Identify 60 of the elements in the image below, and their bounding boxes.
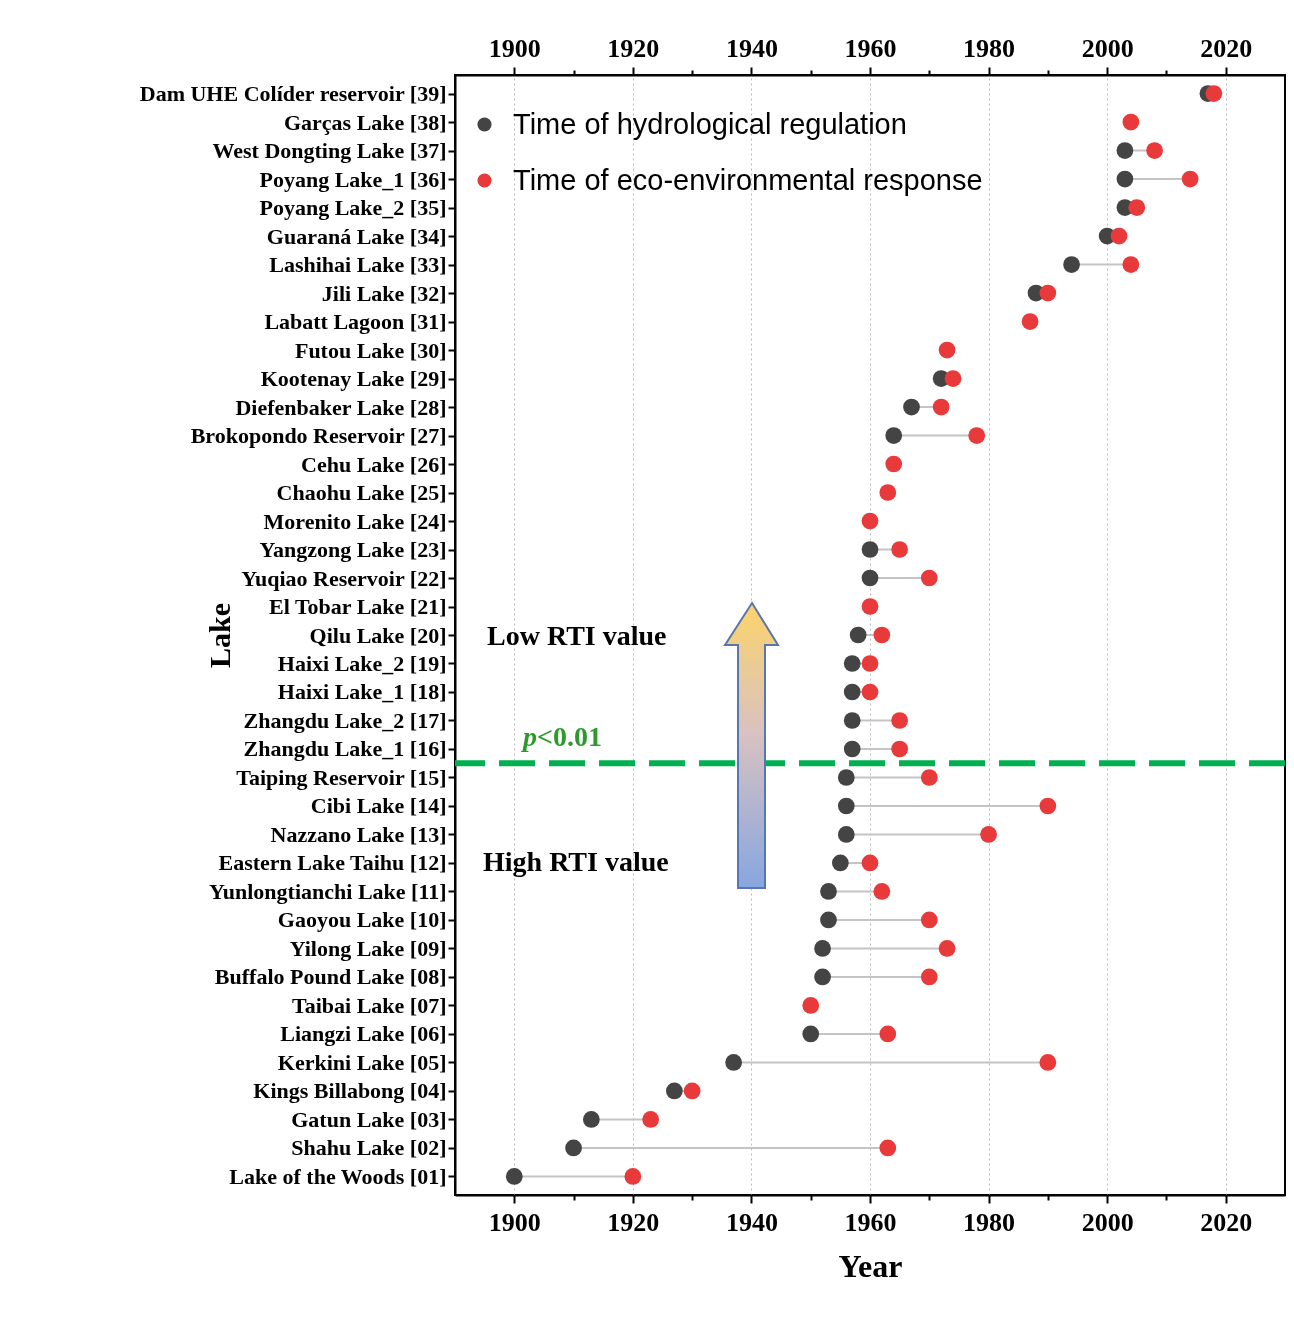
y-tick-label: Buffalo Pound Lake [08] — [214, 964, 447, 990]
y-tick-label: Kootenay Lake [29] — [260, 366, 447, 392]
y-tick-label: Nazzano Lake [13] — [270, 821, 447, 847]
y-tick-label: Futou Lake [30] — [294, 337, 447, 363]
y-tick-label: Yilong Lake [09] — [289, 935, 447, 961]
ref-line-label: p<0.01 — [523, 720, 602, 752]
y-tick-label: Haixi Lake_2 [19] — [277, 651, 447, 676]
y-tick-label: Gatun Lake [03] — [291, 1106, 447, 1132]
y-tick-label: Dam UHE Colíder reservoir [39] — [139, 81, 447, 107]
y-tick-label: Diefenbaker Lake [28] — [235, 394, 447, 420]
y-tick-label: Kings Billabong [04] — [253, 1078, 447, 1104]
legend-label: Time of hydrological regulation — [513, 107, 907, 140]
y-tick-label: Eastern Lake Taihu [12] — [218, 850, 447, 876]
x2-tick-label: 1900 — [488, 33, 541, 63]
y-tick-label: Lashihai Lake [33] — [269, 252, 447, 278]
x-tick-label: 1900 — [488, 1207, 541, 1237]
x2-tick-label: 2020 — [1200, 33, 1253, 63]
x-tick-label: 2020 — [1200, 1207, 1253, 1237]
x-tick-label: 2000 — [1081, 1207, 1134, 1237]
y-tick-label: West Dongting Lake [37] — [212, 138, 447, 164]
x2-tick-label: 1980 — [963, 33, 1016, 63]
y-tick-label: Zhangdu Lake_2 [17] — [243, 708, 447, 733]
y-tick-label: Shahu Lake [02] — [291, 1135, 447, 1161]
x2-tick-label: 2000 — [1081, 33, 1134, 63]
y-axis-title: Lake — [202, 602, 236, 669]
annotation: Low RTI value — [487, 620, 667, 651]
y-tick-label: Cehu Lake [26] — [301, 451, 447, 477]
x2-tick-label: 1920 — [607, 33, 660, 63]
annotation: High RTI value — [483, 846, 669, 877]
x-tick-label: 1920 — [607, 1207, 660, 1237]
y-tick-label: Zhangdu Lake_1 [16] — [243, 736, 447, 762]
y-tick-label: Qilu Lake [20] — [309, 622, 447, 648]
y-tick-label: Yangzong Lake [23] — [259, 537, 447, 562]
y-tick-label: Liangzi Lake [06] — [280, 1021, 447, 1047]
y-tick-label: Garças Lake [38] — [283, 109, 447, 135]
y-tick-label: Guaraná Lake [34] — [266, 223, 447, 249]
y-tick-label: Cibi Lake [14] — [310, 793, 447, 819]
x-tick-label: 1980 — [963, 1207, 1016, 1237]
y-tick-label: Kerkini Lake [05] — [277, 1049, 447, 1075]
y-tick-label: Brokopondo Reservoir [27] — [190, 423, 447, 449]
y-tick-label: El Tobar Lake [21] — [269, 594, 447, 619]
y-tick-label: Taiping Reservoir [15] — [236, 764, 447, 790]
y-tick-label: Labatt Lagoon [31] — [264, 309, 447, 335]
y-tick-label: Haixi Lake_1 [18] — [277, 679, 447, 705]
x2-tick-label: 1940 — [725, 33, 778, 63]
legend-label: Time of eco-environmental response — [513, 163, 983, 196]
y-tick-label: Gaoyou Lake [10] — [277, 907, 447, 933]
x2-tick-label: 1960 — [844, 33, 897, 63]
y-tick-label: Morenito Lake [24] — [263, 508, 447, 534]
y-tick-label: Poyang Lake_2 [35] — [259, 195, 447, 221]
y-tick-label: Jili Lake [32] — [321, 280, 447, 306]
y-tick-label: Chaohu Lake [25] — [276, 480, 447, 506]
y-tick-label: Lake of the Woods [01] — [229, 1163, 447, 1189]
y-tick-label: Yuqiao Reservoir [22] — [241, 565, 447, 591]
y-tick-label: Taibai Lake [07] — [292, 992, 447, 1018]
x-tick-label: 1940 — [725, 1207, 778, 1237]
x-tick-label: 1960 — [844, 1207, 897, 1237]
y-tick-label: Poyang Lake_1 [36] — [259, 166, 447, 192]
y-tick-label: Yunlongtianchi Lake [11] — [208, 878, 447, 904]
x-axis-title: Year — [838, 1247, 903, 1284]
